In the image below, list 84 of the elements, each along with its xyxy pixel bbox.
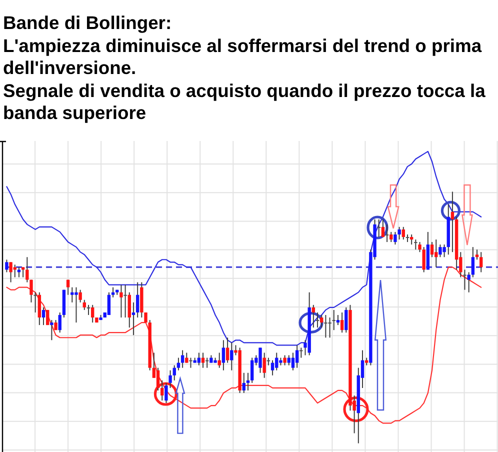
candlestick xyxy=(242,372,246,394)
candlestick xyxy=(394,231,397,246)
candlestick xyxy=(21,266,25,278)
candlestick xyxy=(410,234,414,246)
candlestick xyxy=(156,367,160,391)
candlestick xyxy=(74,286,78,324)
candlestick xyxy=(111,286,115,298)
candlestick xyxy=(312,304,316,328)
candlestick xyxy=(414,239,418,250)
candlestick xyxy=(340,312,344,334)
candlestick xyxy=(164,382,168,404)
candlestick xyxy=(50,320,54,341)
candlestick xyxy=(172,364,176,381)
candlestick xyxy=(316,312,320,328)
candlestick xyxy=(34,292,37,313)
candlestick xyxy=(160,380,164,402)
candlestick xyxy=(402,226,405,240)
candlestick xyxy=(450,191,454,253)
chart-subtitle: L'ampiezza diminuisce al soffermarsi del trend o prima dell'inversione. xyxy=(3,34,483,80)
candlestick xyxy=(168,370,172,388)
candlestick xyxy=(107,292,111,316)
candlestick xyxy=(78,289,82,303)
candlestick xyxy=(132,302,136,336)
candlestick xyxy=(218,352,221,368)
candlestick xyxy=(124,284,127,318)
candlestick xyxy=(336,314,340,326)
candlestick xyxy=(430,242,434,258)
candlestick xyxy=(275,352,278,371)
candlestick xyxy=(30,279,33,303)
candlestick xyxy=(17,266,21,278)
candlestick xyxy=(475,249,479,260)
candlestick xyxy=(189,357,192,368)
text: Segnale di vendita o acquisto quando il prezzo tocca la banda superiore xyxy=(3,80,486,124)
candlestick xyxy=(197,352,201,366)
candlestick xyxy=(262,352,266,378)
candlestick xyxy=(9,262,12,283)
candlestick xyxy=(5,259,8,273)
candlestick xyxy=(320,314,324,328)
candlestick xyxy=(438,244,442,258)
candlestick xyxy=(136,282,140,318)
candlestick xyxy=(58,312,62,334)
candlestick xyxy=(328,317,332,338)
candlestick xyxy=(324,314,328,338)
chart-title: Bande di Bollinger: xyxy=(3,12,173,34)
candlestick xyxy=(70,286,74,303)
candlestick xyxy=(82,299,86,310)
candlestick xyxy=(471,246,475,278)
candlestick xyxy=(291,352,295,371)
candlestick xyxy=(270,360,274,376)
candlestick xyxy=(90,304,94,324)
candlestick xyxy=(390,231,393,243)
candlestick xyxy=(434,239,438,268)
candlestick xyxy=(185,352,188,364)
candlestick xyxy=(205,357,209,368)
candlestick xyxy=(246,372,250,391)
candlestick xyxy=(377,218,380,238)
candlestick xyxy=(442,244,446,258)
candlestick xyxy=(381,218,385,238)
candlestick xyxy=(385,224,389,243)
candlestick xyxy=(332,309,336,331)
candlestick xyxy=(480,252,483,273)
candlestick xyxy=(398,226,401,240)
candlestick xyxy=(283,354,286,366)
candlestick xyxy=(38,292,42,326)
candlestick xyxy=(222,340,226,371)
candlestick xyxy=(128,292,131,328)
candlestick xyxy=(120,284,123,318)
candlestick xyxy=(250,357,254,384)
candlestick xyxy=(86,304,90,316)
candlestick xyxy=(463,269,466,290)
candlestick xyxy=(230,342,234,371)
candlestick xyxy=(287,354,290,366)
candlestick xyxy=(66,279,70,296)
candlestick xyxy=(42,306,46,326)
candlestick xyxy=(258,347,262,374)
candlestick xyxy=(201,352,205,368)
candlestick xyxy=(295,344,299,368)
candlestick xyxy=(344,306,348,334)
candlestick xyxy=(26,256,29,283)
candlestick xyxy=(176,357,180,371)
candlestick xyxy=(467,272,470,293)
candlestick xyxy=(180,350,184,368)
candlestick xyxy=(226,337,230,364)
candlestick xyxy=(13,264,16,278)
